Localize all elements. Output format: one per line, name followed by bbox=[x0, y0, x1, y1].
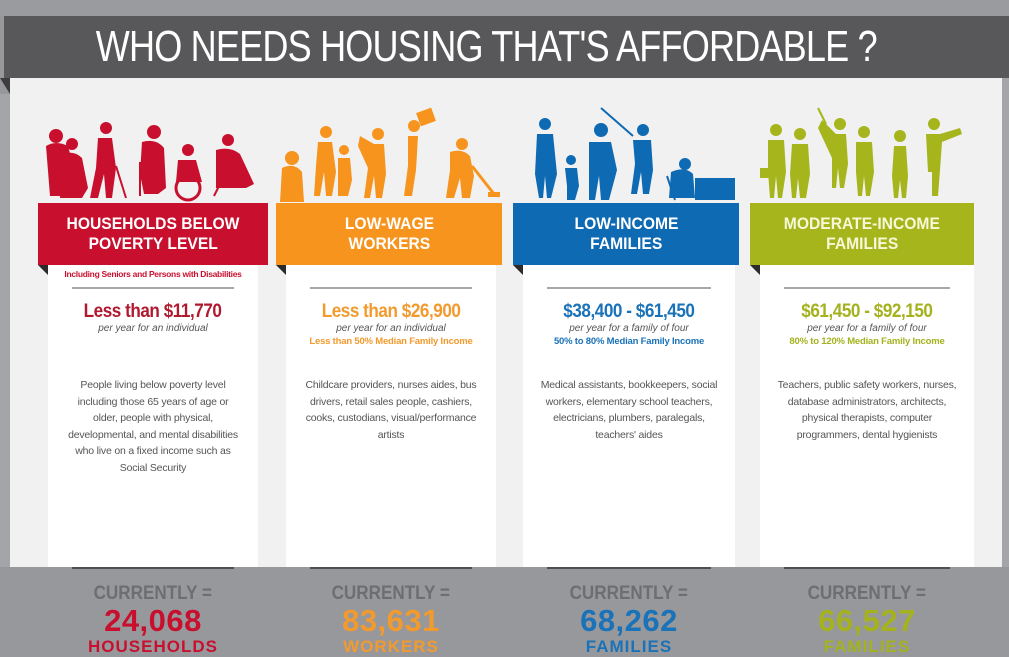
income-range: Less than $11,770 bbox=[48, 301, 258, 323]
card-poverty: Including Seniors and Persons with Disab… bbox=[48, 265, 258, 656]
right-edge bbox=[1002, 78, 1009, 567]
divider bbox=[547, 567, 711, 569]
subnote: Including Seniors and Persons with Disab… bbox=[64, 269, 242, 279]
left-edge bbox=[0, 94, 10, 567]
rule bbox=[72, 287, 234, 289]
banner-poverty: HOUSEHOLDS BELOW POVERTY LEVEL bbox=[38, 203, 268, 265]
description: Childcare providers, nurses aides, bus d… bbox=[305, 379, 477, 441]
currently-label: CURRENTLY = bbox=[760, 583, 974, 605]
banner-low-income: LOW-INCOME FAMILIES bbox=[513, 203, 739, 265]
banner-line-1: LOW-INCOME bbox=[574, 214, 678, 233]
rule bbox=[547, 287, 711, 289]
currently-label: CURRENTLY = bbox=[523, 583, 735, 605]
seniors-disabled-silhouettes-icon bbox=[38, 106, 268, 204]
currently-text: CURRENTLY = bbox=[331, 583, 451, 604]
divider bbox=[310, 567, 472, 569]
median-income-range: 80% to 120% Median Family Income bbox=[789, 336, 945, 347]
banner-line-2: WORKERS bbox=[348, 234, 430, 253]
per-year-text: per year for an individual bbox=[336, 323, 446, 334]
rule bbox=[310, 287, 472, 289]
banner-fold bbox=[750, 265, 760, 275]
infographic-panel: HOUSEHOLDS BELOW POVERTY LEVEL Including… bbox=[10, 78, 1002, 656]
banner-line-2: FAMILIES bbox=[825, 234, 899, 253]
column-poverty bbox=[38, 78, 268, 567]
income-text: $38,400 - $61,450 bbox=[563, 301, 695, 322]
rule bbox=[784, 287, 950, 289]
card-low-income: $38,400 - $61,450 per year for a family … bbox=[523, 265, 735, 656]
income-range: $61,450 - $92,150 bbox=[760, 301, 974, 323]
families-silhouettes-icon bbox=[515, 106, 740, 204]
banner-line-2: FAMILIES bbox=[589, 234, 663, 253]
workers-silhouettes-icon bbox=[278, 106, 503, 204]
income-text: $61,450 - $92,150 bbox=[801, 301, 933, 322]
count-unit: FAMILIES bbox=[823, 637, 911, 656]
count-value: 24,068 bbox=[104, 603, 202, 638]
income-text: Less than $26,900 bbox=[321, 301, 461, 322]
description: People living below poverty level includ… bbox=[68, 379, 238, 474]
professionals-silhouettes-icon bbox=[752, 106, 977, 204]
divider bbox=[784, 567, 950, 569]
banner-fold bbox=[38, 265, 48, 275]
count-value: 68,262 bbox=[580, 603, 678, 638]
income-range: $38,400 - $61,450 bbox=[523, 301, 735, 323]
column-moderate-income bbox=[752, 78, 977, 567]
description: Medical assistants, bookkeepers, social … bbox=[540, 379, 718, 441]
count-value: 66,527 bbox=[818, 603, 916, 638]
banner-fold bbox=[276, 265, 286, 275]
income-range: Less than $26,900 bbox=[286, 301, 496, 323]
column-low-wage bbox=[278, 78, 503, 567]
banner-fold bbox=[513, 265, 523, 275]
card-moderate-income: $61,450 - $92,150 per year for a family … bbox=[760, 265, 974, 656]
banner-line-1: MODERATE-INCOME bbox=[783, 214, 941, 233]
median-income-range: Less than 50% Median Family Income bbox=[309, 336, 473, 347]
currently-text: CURRENTLY = bbox=[569, 583, 689, 604]
count-unit: HOUSEHOLDS bbox=[88, 637, 218, 656]
income-text: Less than $11,770 bbox=[84, 301, 222, 322]
title-fold bbox=[0, 78, 10, 94]
count-unit: FAMILIES bbox=[585, 637, 673, 656]
top-strip bbox=[0, 0, 1009, 16]
page-title: WHO NEEDS HOUSING THAT'S AFFORDABLE ? bbox=[95, 22, 878, 71]
currently-text: CURRENTLY = bbox=[807, 583, 927, 604]
divider bbox=[72, 567, 234, 569]
description: Teachers, public safety workers, nurses,… bbox=[777, 379, 957, 441]
title-bar: WHO NEEDS HOUSING THAT'S AFFORDABLE ? bbox=[4, 16, 1009, 78]
per-year-text: per year for a family of four bbox=[569, 323, 689, 334]
banner-line-1: LOW-WAGE bbox=[344, 214, 434, 233]
per-year-text: per year for a family of four bbox=[807, 323, 927, 334]
banner-line-1: HOUSEHOLDS BELOW bbox=[66, 214, 240, 233]
median-income-range: 50% to 80% Median Family Income bbox=[553, 336, 705, 347]
card-low-wage: Less than $26,900 per year for an indivi… bbox=[286, 265, 496, 656]
per-year-text: per year for an individual bbox=[98, 323, 208, 334]
banner-moderate-income: MODERATE-INCOME FAMILIES bbox=[750, 203, 974, 265]
currently-label: CURRENTLY = bbox=[48, 583, 258, 605]
column-low-income bbox=[515, 78, 740, 567]
count-unit: WORKERS bbox=[343, 637, 439, 656]
banner-low-wage: LOW-WAGE WORKERS bbox=[276, 203, 502, 265]
currently-label: CURRENTLY = bbox=[286, 583, 496, 605]
count-value: 83,631 bbox=[342, 603, 440, 638]
currently-text: CURRENTLY = bbox=[93, 583, 213, 604]
banner-line-2: POVERTY LEVEL bbox=[88, 234, 218, 253]
